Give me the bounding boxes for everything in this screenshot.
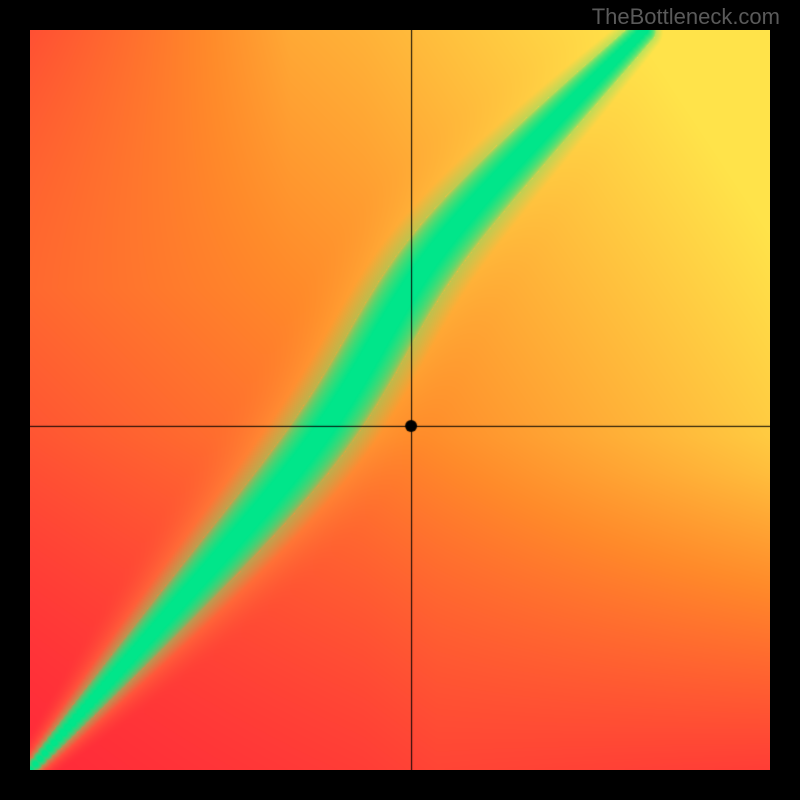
heatmap-plot <box>30 30 770 770</box>
watermark-text: TheBottleneck.com <box>592 4 780 30</box>
